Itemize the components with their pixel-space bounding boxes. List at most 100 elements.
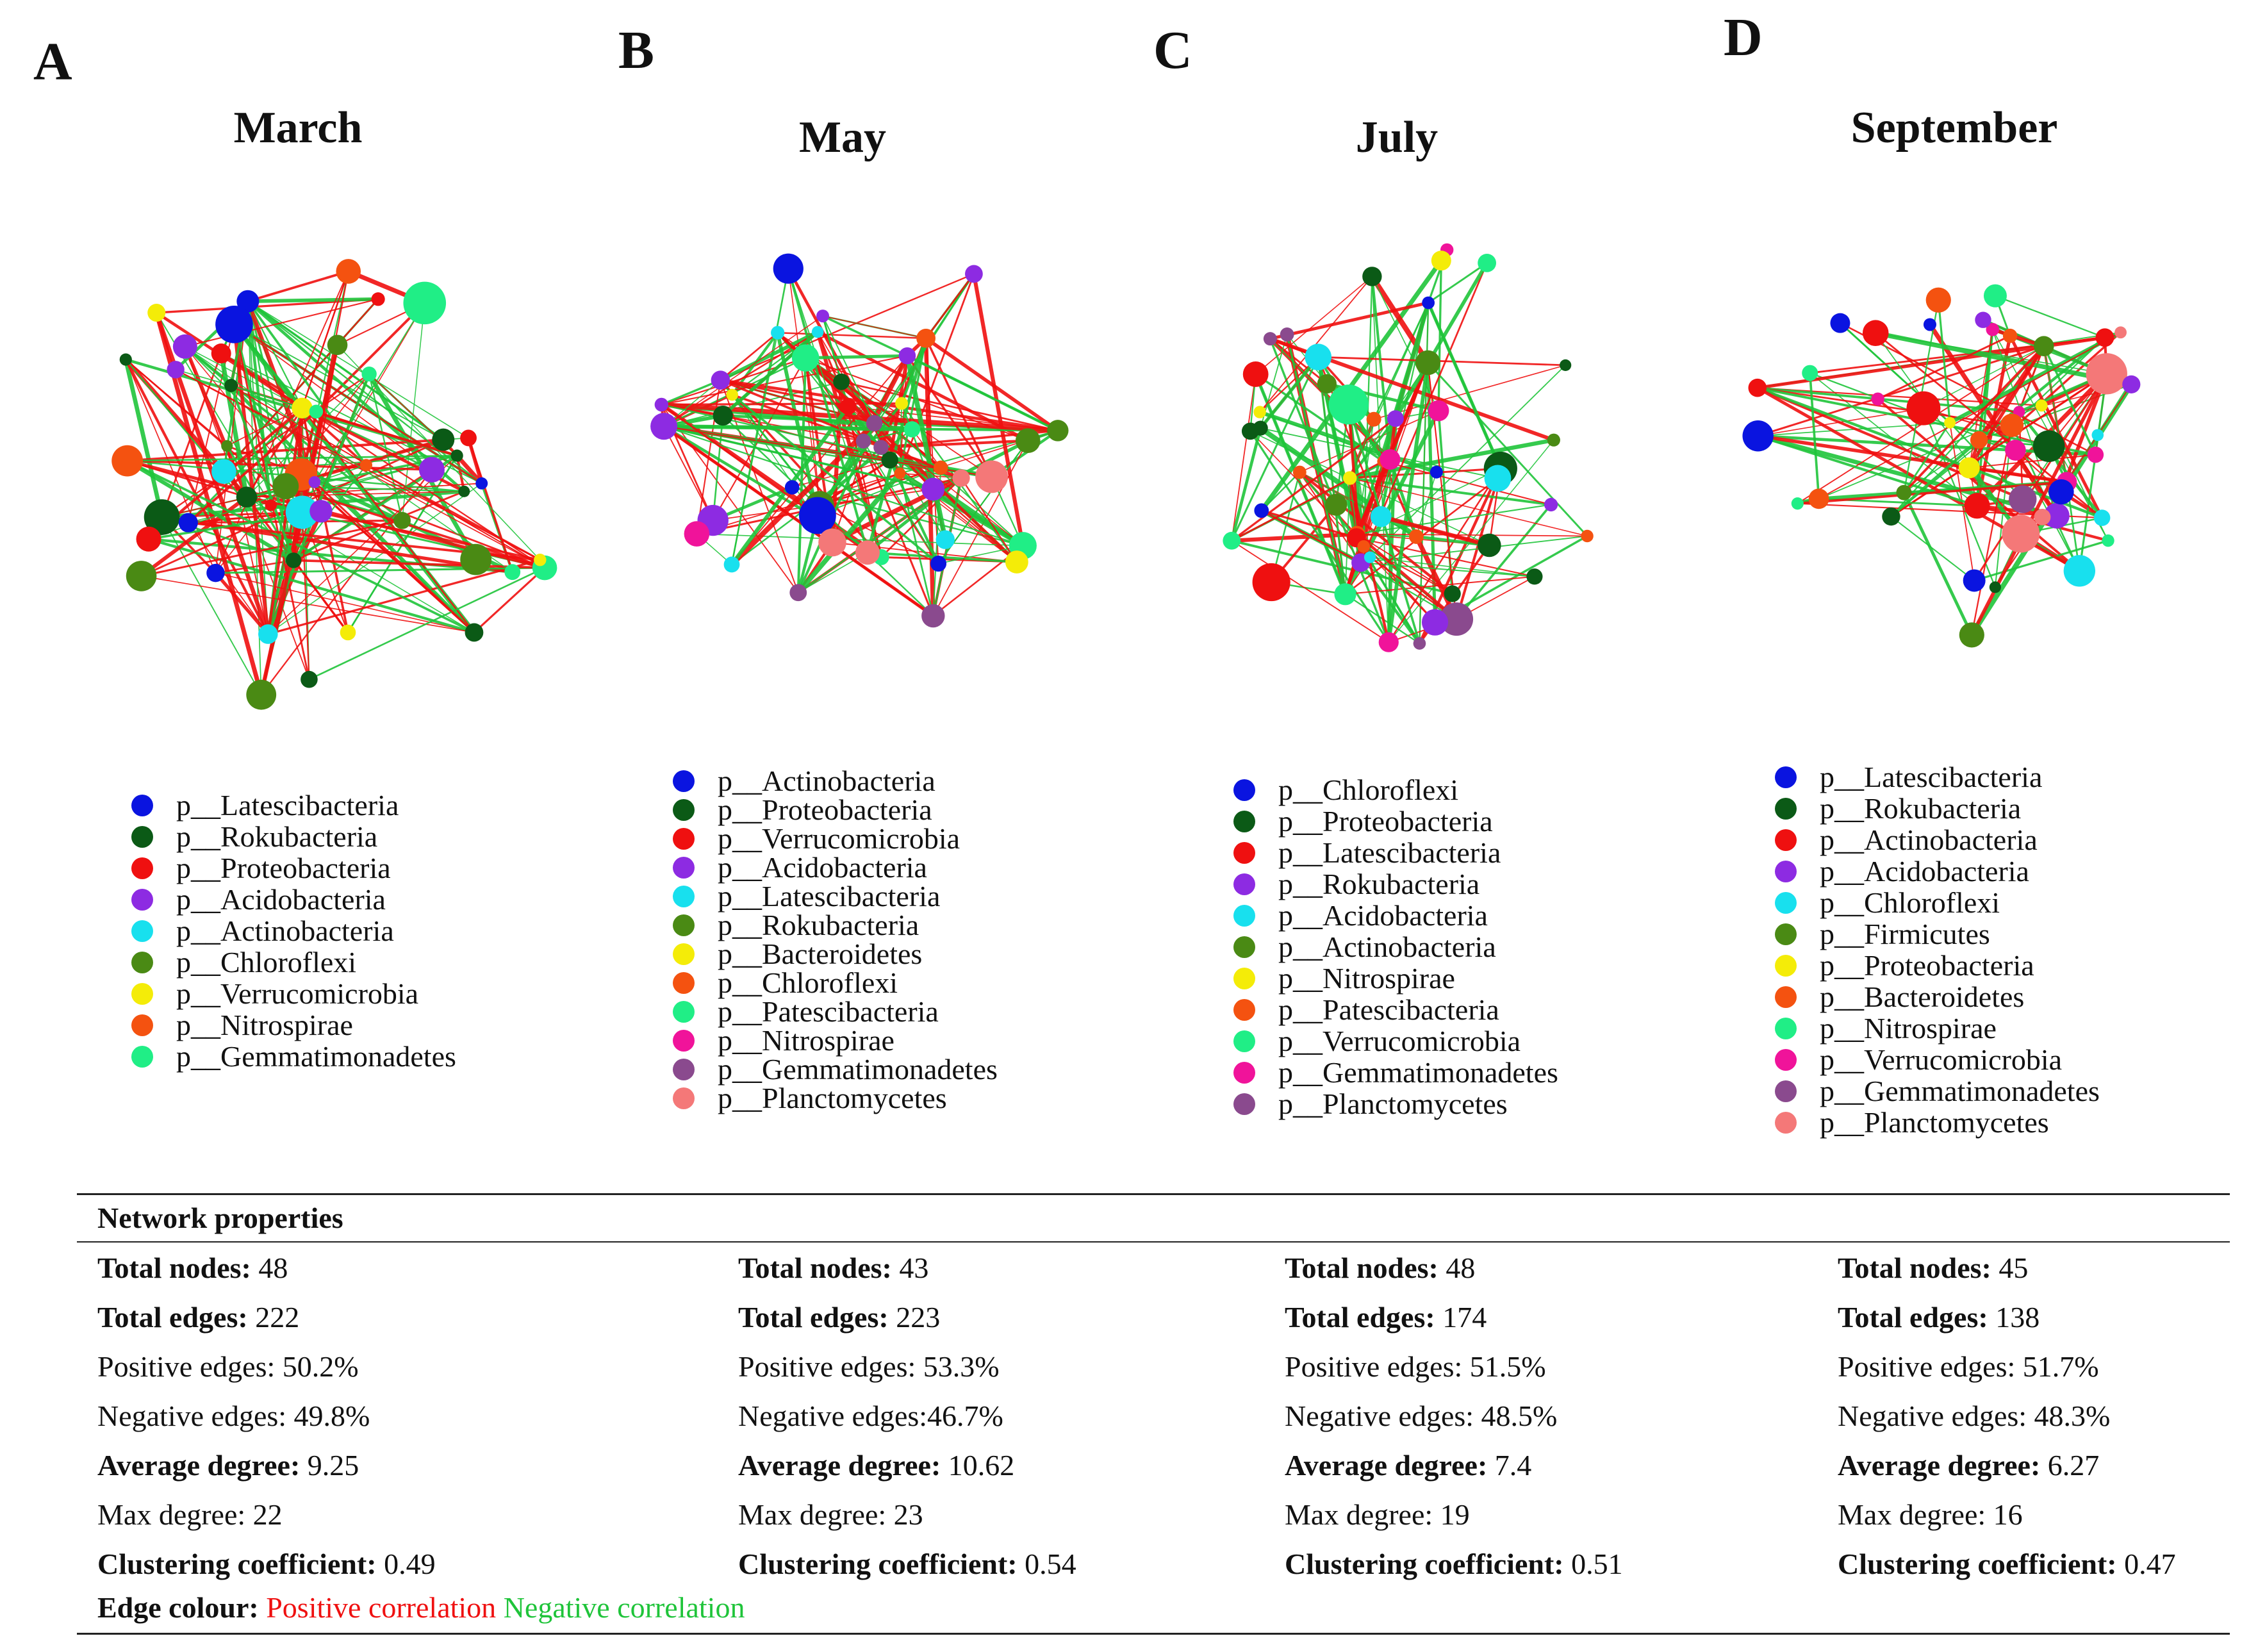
panel-letter-a: A	[33, 32, 72, 92]
total-edges-label: Total edges:	[1838, 1301, 1988, 1334]
node	[1241, 422, 1259, 440]
node	[2032, 430, 2065, 463]
legend-label: p__Acidobacteria	[176, 883, 386, 916]
node	[361, 366, 377, 382]
node	[301, 670, 318, 688]
clustering-coefficient-label: Clustering coefficient:	[1838, 1548, 2117, 1580]
edge	[1890, 516, 1975, 581]
node	[1975, 311, 1991, 328]
node	[650, 413, 678, 440]
clustering-coefficient: Clustering coefficient: 0.49	[97, 1547, 436, 1581]
legend-swatch	[1775, 860, 1797, 882]
edge	[231, 384, 545, 568]
node	[340, 624, 356, 641]
node	[2102, 534, 2114, 547]
edge	[661, 379, 721, 406]
node	[1254, 503, 1269, 518]
negative-correlation-label: Negative correlation	[503, 1591, 745, 1624]
edge	[155, 311, 303, 409]
legend-label: p__Planctomycetes	[1278, 1087, 1508, 1120]
legend-label: p__Latescibacteria	[1820, 761, 2043, 793]
edge	[1808, 372, 1820, 499]
node	[236, 486, 258, 508]
node	[1325, 493, 1347, 516]
edge	[1371, 276, 1392, 460]
legend-item: p__Planctomycetes	[673, 1082, 998, 1114]
node	[773, 253, 803, 284]
node	[1317, 374, 1337, 394]
node	[534, 554, 547, 566]
legend-label: p__Planctomycetes	[718, 1082, 947, 1114]
edge	[1971, 425, 2013, 636]
edge	[247, 297, 379, 304]
total-nodes-value: 48	[1446, 1251, 1476, 1284]
node	[285, 495, 319, 529]
node	[894, 467, 906, 479]
node	[799, 497, 836, 534]
positive-edges: Positive edges: 50.2%	[97, 1350, 359, 1383]
edge	[215, 271, 349, 574]
node	[726, 388, 738, 401]
legend-swatch	[1233, 1093, 1255, 1115]
node	[465, 623, 484, 642]
node	[432, 428, 455, 451]
legend-swatch	[131, 1045, 153, 1068]
average-degree-label: Average degree:	[1838, 1449, 2041, 1482]
legend-swatch	[1233, 810, 1255, 832]
edge	[1394, 261, 1489, 420]
edge	[1923, 345, 2045, 409]
legend-item: p__Gemmatimonadetes	[673, 1055, 998, 1084]
legend-swatch	[1233, 936, 1255, 958]
node	[1742, 420, 1774, 452]
negative-edges: Negative edges: 48.5%	[1285, 1400, 1558, 1432]
edge	[1427, 362, 1588, 537]
legend-label: p__Nitrospirae	[718, 1024, 894, 1057]
node	[2033, 336, 2054, 356]
node	[2002, 515, 2040, 553]
edge	[863, 429, 912, 442]
legend-swatch	[1775, 986, 1797, 1008]
legend-label: p__Gemmatimonadetes	[718, 1053, 998, 1086]
edge	[455, 454, 484, 485]
edge	[822, 315, 927, 339]
node	[1830, 313, 1850, 333]
node	[855, 540, 880, 565]
negative-edges: Negative edges: 48.3%	[1838, 1400, 2111, 1432]
network-graph-march	[111, 259, 557, 710]
edge	[1387, 362, 1430, 643]
legend-item: p__Gemmatimonadetes	[1233, 1057, 1558, 1088]
node	[816, 310, 830, 323]
legend-label: p__Rokubacteria	[718, 909, 919, 941]
clustering-coefficient: Clustering coefficient: 0.51	[1285, 1547, 1623, 1581]
node	[965, 265, 983, 283]
total-nodes-label: Total nodes:	[97, 1251, 251, 1284]
node	[2048, 479, 2074, 505]
node	[1413, 637, 1426, 650]
node	[1253, 406, 1266, 418]
edge	[720, 379, 962, 479]
edge	[1318, 356, 1566, 367]
total-edges: Total edges: 138	[1838, 1300, 2040, 1334]
node	[327, 335, 348, 356]
network-properties-heading: Network properties	[97, 1202, 343, 1234]
legend-item: p__Verrucomicrobia	[1233, 1025, 1558, 1057]
node	[172, 334, 197, 359]
legend-item: p__Acidobacteria	[673, 853, 998, 882]
node	[119, 353, 132, 366]
edge	[127, 454, 457, 462]
edge	[971, 273, 1025, 547]
legend-label: p__Rokubacteria	[176, 820, 378, 853]
edge	[247, 301, 269, 634]
edge	[127, 438, 443, 463]
legend-swatch	[673, 827, 695, 850]
node	[224, 379, 238, 392]
node	[1242, 361, 1269, 387]
node	[1334, 583, 1356, 606]
legend-swatch	[673, 770, 695, 792]
legend-label: p__Rokubacteria	[1820, 792, 2022, 825]
legend-march: p__Latescibacteria p__Rokubacteria p__Prot…	[131, 789, 456, 1072]
edge	[1381, 302, 1431, 462]
node	[336, 259, 361, 284]
legend-item: p__Patescibacteria	[1233, 994, 1558, 1025]
edge	[1875, 332, 2107, 375]
